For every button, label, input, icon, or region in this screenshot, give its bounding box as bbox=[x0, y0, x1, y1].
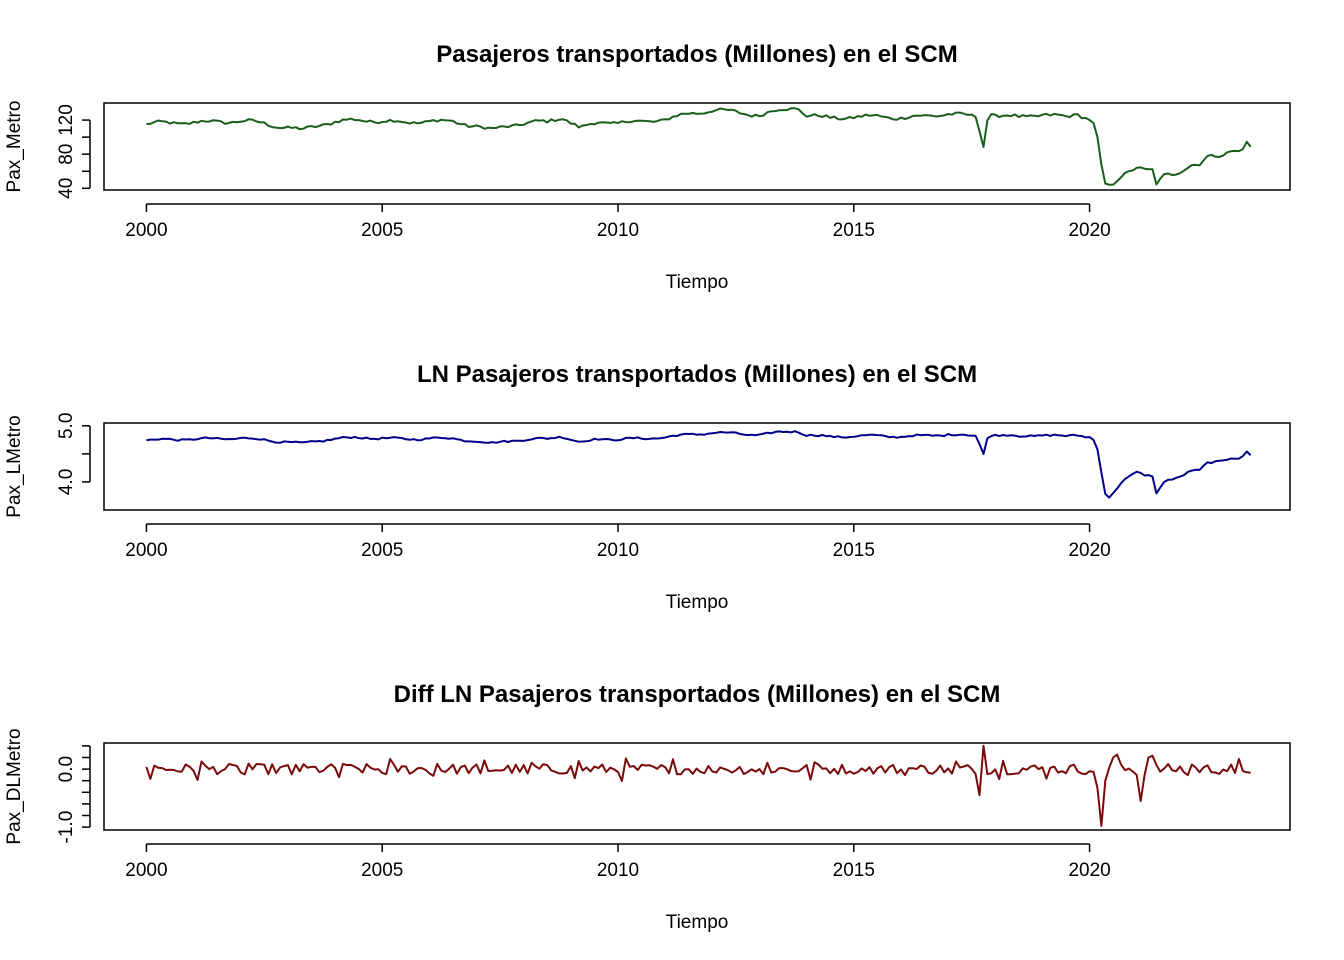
x-tick-label: 2000 bbox=[125, 220, 167, 241]
chart-title: Pasajeros transportados (Millones) en el… bbox=[436, 41, 957, 68]
y-tick-label: 40 bbox=[56, 178, 77, 199]
x-tick-label: 2010 bbox=[597, 220, 639, 241]
y-axis-label: Pax_LMetro bbox=[4, 415, 25, 517]
x-tick-label: 2015 bbox=[833, 540, 875, 561]
y-tick-label: 0.0 bbox=[56, 756, 77, 782]
x-tick-label: 2015 bbox=[833, 220, 875, 241]
x-axis-label: Tiempo bbox=[666, 912, 729, 933]
plot-frame bbox=[103, 422, 1291, 511]
x-tick-label: 2020 bbox=[1068, 220, 1110, 241]
x-tick-label: 2000 bbox=[125, 860, 167, 881]
series-line bbox=[145, 744, 1251, 827]
x-tick-label: 2010 bbox=[597, 860, 639, 881]
y-tick-label: -1.0 bbox=[56, 811, 77, 844]
y-tick-label: 120 bbox=[56, 104, 77, 136]
x-tick-label: 2000 bbox=[125, 540, 167, 561]
y-tick-label: 5.0 bbox=[56, 413, 77, 439]
y-tick-label: 4.0 bbox=[56, 469, 77, 495]
series-line bbox=[146, 107, 1252, 186]
y-axis-label: Pax_DLMetro bbox=[4, 728, 25, 844]
x-tick-label: 2010 bbox=[597, 540, 639, 561]
chart-title: Diff LN Pasajeros transportados (Millone… bbox=[394, 681, 1001, 708]
chart-title: LN Pasajeros transportados (Millones) en… bbox=[417, 361, 977, 388]
x-tick-label: 2005 bbox=[361, 220, 403, 241]
x-tick-label: 2020 bbox=[1068, 540, 1110, 561]
x-axis-label: Tiempo bbox=[666, 272, 729, 293]
x-tick-label: 2020 bbox=[1068, 860, 1110, 881]
x-tick-label: 2005 bbox=[361, 860, 403, 881]
plot-frame bbox=[103, 102, 1291, 191]
x-axis-label: Tiempo bbox=[666, 592, 729, 613]
plot-frame bbox=[103, 742, 1291, 831]
y-axis-label: Pax_Metro bbox=[4, 101, 25, 193]
series-line bbox=[146, 430, 1252, 499]
x-tick-label: 2005 bbox=[361, 540, 403, 561]
y-tick-label: 80 bbox=[56, 144, 77, 165]
chart-panel-3: Diff LN Pasajeros transportados (Millone… bbox=[4, 681, 1291, 933]
chart-panel-2: LN Pasajeros transportados (Millones) en… bbox=[4, 361, 1291, 613]
x-tick-label: 2015 bbox=[833, 860, 875, 881]
chart-panel-1: Pasajeros transportados (Millones) en el… bbox=[4, 41, 1291, 293]
